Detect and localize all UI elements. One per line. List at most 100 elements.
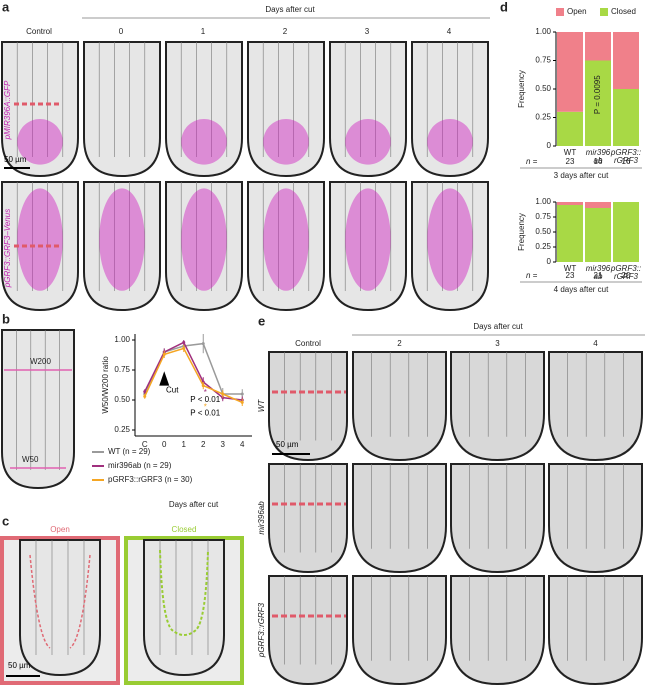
y-tick-label: 0.25 [114,425,130,434]
root-image [548,351,643,462]
root-image [83,41,161,178]
row-label: WT [257,399,266,413]
y-axis-label: Frequency [517,213,526,251]
n-label: n = [526,157,538,166]
annotation: P = 0.0095 [593,75,602,114]
root-image [165,41,243,178]
line [144,342,243,395]
row-label: pMIR396A::GFP [3,80,12,140]
point [201,384,205,388]
line [144,341,243,401]
panel-label: b [2,311,10,326]
panel-label: a [2,0,10,14]
x-tick-label: pGRF3:: [610,264,641,273]
root-image [352,575,447,685]
open-outline [29,554,91,649]
root-image [411,41,489,178]
annotation: * [204,388,207,397]
root-image [247,41,325,178]
column-label: 4 [447,27,452,36]
n-value: 20 [622,271,631,280]
y-tick-label: 0 [547,257,552,266]
point [221,392,225,396]
y-axis-label: Frequency [517,70,526,108]
column-label: Control [26,27,52,36]
point [182,346,186,350]
n-value: 16 [622,157,631,166]
bar [613,202,639,262]
n-value: 21 [594,271,603,280]
root-image [19,539,101,677]
point [240,400,244,404]
column-label: 0 [119,27,124,36]
width-label: W50 [22,455,39,464]
column-label: 2 [283,27,288,36]
bar [557,202,583,205]
legend-label: Open [567,7,587,16]
width-label: W200 [30,357,51,366]
y-tick-label: 1.00 [114,335,130,344]
x-tick-label: rGRF3 [614,156,639,165]
bar [613,89,639,146]
point [162,352,166,356]
header: Days after cut [473,322,523,331]
panel-label: e [258,313,265,328]
bar [557,205,583,262]
panel-label: c [2,513,9,528]
point [143,390,147,394]
root-image [268,351,348,462]
bar [585,32,611,61]
caption: 4 days after cut [554,285,609,294]
x-tick-label: 2 [201,440,206,449]
root-image [411,181,489,312]
row-label: pGRF3::rGRF3 [257,602,266,658]
fluorescence [263,119,309,165]
x-tick-label: 0 [162,440,167,449]
legend-label: mir396ab (n = 29) [108,461,172,470]
fluorescence [263,188,309,291]
panel-title: Closed [172,525,197,534]
x-tick-label: 3 [221,440,226,449]
n-value: 23 [566,271,575,280]
n-label: n = [526,271,538,280]
y-tick-label: 0.25 [535,113,551,122]
x-tick-label: mir396 [586,264,611,273]
y-tick-label: 0.75 [114,365,130,374]
x-tick-label: 1 [182,440,187,449]
x-tick-label: rGRF3 [614,272,639,281]
fluorescence [181,188,227,291]
point [240,392,244,396]
y-tick-label: 0.50 [535,84,551,93]
row-label: pGRF3::GRF3–Venus [3,209,12,288]
fluorescence [17,119,63,165]
line [144,347,243,404]
annotation: P < 0.01 [190,395,220,404]
column-label: Control [295,339,321,348]
legend-swatch [556,8,564,16]
root-image [450,351,545,462]
point [143,394,147,398]
fluorescence [17,188,63,291]
column-label: 4 [593,339,598,348]
y-tick-label: 0 [547,141,552,150]
panel-title: Open [50,525,70,534]
point [182,340,186,344]
header: Days after cut [265,5,315,14]
annotation: P < 0.01 [190,408,220,417]
root-image [143,539,225,677]
root-image [268,463,348,574]
root-image [268,575,348,685]
root-image [329,181,407,312]
y-tick-label: 0.75 [535,212,551,221]
n-value: 16 [594,157,603,166]
bar [613,32,639,89]
fluorescence [99,188,145,291]
x-tick-label: ab [594,156,603,165]
root-image [548,463,643,574]
closed-outline [159,549,209,636]
legend-label: pGRF3::rGRF3 (n = 30) [108,475,193,484]
root-image [1,41,79,178]
row-label: mir396ab [257,501,266,535]
root-image [165,181,243,312]
